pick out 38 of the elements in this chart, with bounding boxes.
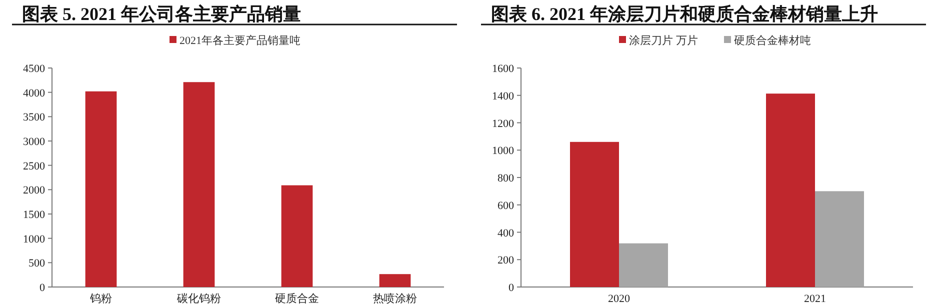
y-tick-label: 2000 xyxy=(23,184,46,197)
x-tick-label: 2021 xyxy=(804,293,826,305)
bar xyxy=(379,274,411,287)
y-tick-label: 3500 xyxy=(23,112,46,124)
y-tick-label: 0 xyxy=(508,282,514,294)
chart-title: 图表 5. 2021 年公司各主要产品销量 xyxy=(22,4,301,24)
y-tick-label: 1200 xyxy=(492,118,514,130)
bar xyxy=(766,94,815,287)
bar xyxy=(570,142,619,287)
y-tick-label: 400 xyxy=(498,227,514,240)
y-tick-label: 0 xyxy=(40,282,46,294)
y-tick-label: 4000 xyxy=(23,87,46,100)
y-tick-label: 3000 xyxy=(23,136,46,148)
legend-label: 2021年各主要产品销量吨 xyxy=(180,34,300,47)
legend-label: 涂层刀片 万片 xyxy=(629,34,698,47)
y-tick-label: 1400 xyxy=(492,90,514,102)
y-tick-label: 1500 xyxy=(23,209,46,221)
x-tick-label: 热喷涂粉 xyxy=(373,292,417,305)
chart-title: 图表 6. 2021 年涂层刀片和硬质合金棒材销量上升 xyxy=(491,4,878,24)
y-tick-label: 500 xyxy=(28,258,46,270)
y-tick-label: 1000 xyxy=(492,145,514,158)
x-tick-label: 钨粉 xyxy=(89,293,112,305)
x-tick-label: 硬质合金 xyxy=(275,292,319,305)
bar xyxy=(183,82,215,287)
y-tick-label: 2500 xyxy=(23,160,46,172)
y-tick-label: 1600 xyxy=(492,63,514,75)
bar xyxy=(85,91,117,287)
y-tick-label: 4500 xyxy=(23,63,46,75)
y-tick-label: 200 xyxy=(498,254,514,267)
y-tick-label: 1000 xyxy=(23,233,46,246)
x-tick-label: 碳化钨粉 xyxy=(176,293,221,305)
y-tick-label: 800 xyxy=(498,172,514,184)
legend-label: 硬质合金棒材吨 xyxy=(734,34,811,47)
x-tick-label: 2020 xyxy=(608,293,630,305)
bar xyxy=(281,185,313,287)
y-tick-label: 600 xyxy=(498,200,514,212)
bar xyxy=(815,191,864,287)
bar xyxy=(619,243,668,287)
